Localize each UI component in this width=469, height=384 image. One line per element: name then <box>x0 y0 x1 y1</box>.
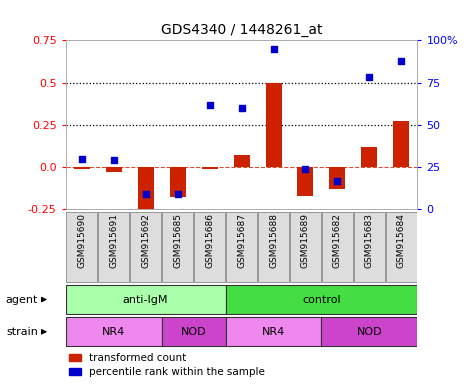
Bar <box>226 317 321 346</box>
Bar <box>265 83 281 167</box>
Text: strain: strain <box>6 327 38 337</box>
Bar <box>162 317 226 346</box>
Bar <box>106 167 121 172</box>
Text: NR4: NR4 <box>262 327 285 337</box>
Bar <box>393 121 409 167</box>
Bar <box>137 167 153 214</box>
Bar <box>98 212 129 281</box>
Bar <box>386 212 417 281</box>
Bar <box>66 317 162 346</box>
Text: GSM915692: GSM915692 <box>141 213 150 268</box>
Text: transformed count: transformed count <box>89 353 186 363</box>
Bar <box>194 212 225 281</box>
Title: GDS4340 / 1448261_at: GDS4340 / 1448261_at <box>161 23 322 36</box>
Bar <box>322 212 353 281</box>
Bar <box>362 147 378 167</box>
Text: GSM915688: GSM915688 <box>269 213 278 268</box>
Bar <box>130 212 161 281</box>
Text: percentile rank within the sample: percentile rank within the sample <box>89 367 265 377</box>
Bar <box>74 167 90 169</box>
Text: NR4: NR4 <box>102 327 125 337</box>
Text: GSM915682: GSM915682 <box>333 213 342 268</box>
Bar <box>66 212 97 281</box>
Point <box>110 157 117 163</box>
Bar <box>329 167 346 189</box>
Point <box>398 58 405 64</box>
Bar <box>226 285 417 314</box>
Bar <box>234 155 250 167</box>
Point <box>206 101 213 108</box>
Bar <box>170 167 186 197</box>
Text: GSM915690: GSM915690 <box>77 213 86 268</box>
Text: anti-IgM: anti-IgM <box>123 295 168 305</box>
Text: control: control <box>302 295 341 305</box>
Text: agent: agent <box>6 295 38 305</box>
Text: NOD: NOD <box>356 327 382 337</box>
Bar <box>290 212 321 281</box>
Text: GSM915689: GSM915689 <box>301 213 310 268</box>
Text: GSM915686: GSM915686 <box>205 213 214 268</box>
Text: GSM915687: GSM915687 <box>237 213 246 268</box>
Point <box>334 177 341 184</box>
Point <box>142 191 149 197</box>
Bar <box>226 212 257 281</box>
Text: NOD: NOD <box>181 327 206 337</box>
Bar <box>66 285 226 314</box>
Point <box>78 156 85 162</box>
Point <box>366 74 373 81</box>
Point <box>174 191 182 197</box>
Bar <box>202 167 218 169</box>
Bar <box>69 354 82 361</box>
Bar <box>162 212 193 281</box>
Text: GSM915684: GSM915684 <box>397 213 406 268</box>
Bar <box>258 212 289 281</box>
Text: GSM915685: GSM915685 <box>173 213 182 268</box>
Point <box>238 105 245 111</box>
Point <box>270 46 277 52</box>
Bar <box>69 368 82 375</box>
Point <box>302 166 309 172</box>
Bar <box>297 167 313 196</box>
Text: GSM915683: GSM915683 <box>365 213 374 268</box>
Text: GSM915691: GSM915691 <box>109 213 118 268</box>
Bar <box>321 317 417 346</box>
Bar <box>354 212 385 281</box>
